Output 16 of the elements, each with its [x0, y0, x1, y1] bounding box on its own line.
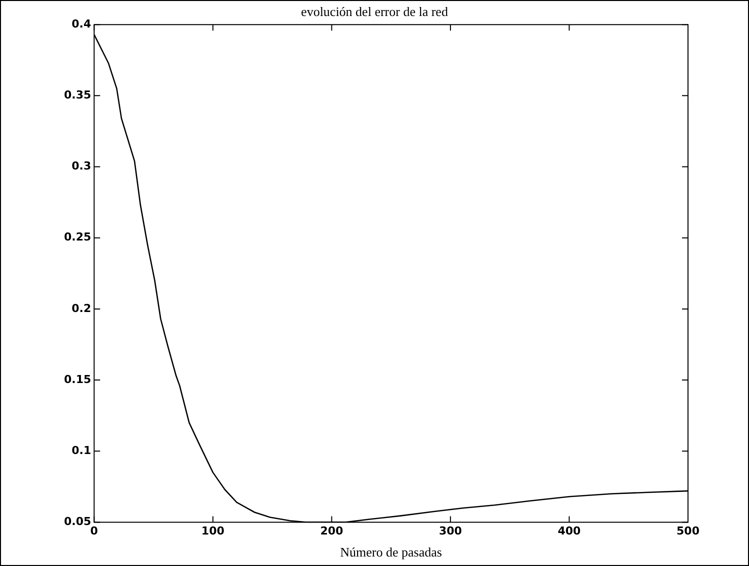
x-tick-label: 500 [676, 524, 700, 538]
y-tick-label: 0.1 [72, 444, 92, 457]
chart-title: evolución del error de la red [301, 4, 448, 20]
x-tick-label: 300 [438, 524, 462, 538]
x-tick-label: 100 [201, 524, 225, 538]
y-tick-label: 0.05 [64, 515, 92, 528]
y-tick-label: 0.15 [64, 372, 92, 386]
y-tick-label: 0.3 [72, 160, 92, 173]
x-tick-label: 400 [558, 524, 582, 538]
y-tick-label: 0.2 [72, 302, 92, 315]
y-tick-label: 0.25 [64, 230, 92, 244]
x-tick-label: 200 [320, 524, 344, 538]
y-tick-label: 0.35 [64, 88, 92, 102]
y-tick-label: 0.4 [72, 17, 92, 30]
x-axis-title: Número de pasadas [340, 544, 442, 560]
x-tick-label: 0 [90, 524, 98, 538]
